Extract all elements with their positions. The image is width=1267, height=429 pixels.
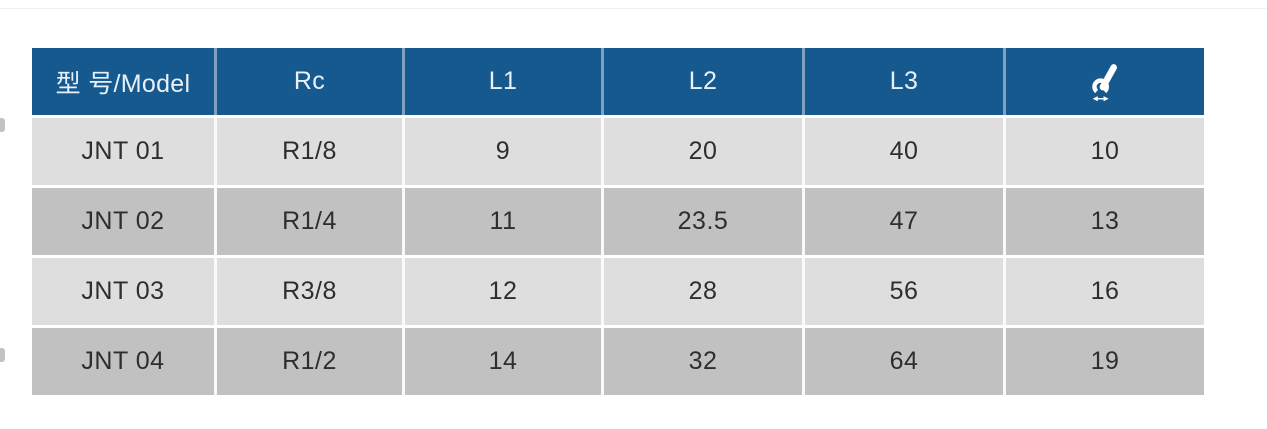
table-cell: JNT 02 (32, 188, 214, 255)
table-cell: R3/8 (217, 258, 402, 325)
table-cell: 20 (604, 118, 802, 185)
table-cell: 19 (1006, 328, 1204, 395)
table-row: JNT 01 R1/8 9 20 40 10 (32, 118, 1204, 185)
table-cell: R1/8 (217, 118, 402, 185)
header-cell-l2: L2 (604, 48, 802, 115)
table-cell: 14 (405, 328, 601, 395)
page-edge-line (0, 8, 1267, 9)
table-cell: 16 (1006, 258, 1204, 325)
table-cell: 32 (604, 328, 802, 395)
scan-artifact (0, 118, 5, 132)
header-cell-l3: L3 (805, 48, 1003, 115)
table-header-row: 型 号/Model Rc L1 L2 L3 (32, 48, 1204, 115)
table-row: JNT 03 R3/8 12 28 56 16 (32, 258, 1204, 325)
table-row: JNT 02 R1/4 11 23.5 47 13 (32, 188, 1204, 255)
table-body: JNT 01 R1/8 9 20 40 10 JNT 02 R1/4 11 23.5 47 13 JNT… (32, 118, 1204, 395)
table-cell: R1/4 (217, 188, 402, 255)
table-cell: JNT 01 (32, 118, 214, 185)
table-cell: 13 (1006, 188, 1204, 255)
header-cell-rc: Rc (217, 48, 402, 115)
table-cell: 40 (805, 118, 1003, 185)
table-cell: 23.5 (604, 188, 802, 255)
table-cell: 64 (805, 328, 1003, 395)
table-cell: 28 (604, 258, 802, 325)
header-cell-wrench (1006, 48, 1204, 115)
scan-artifact (0, 348, 5, 362)
table-cell: 12 (405, 258, 601, 325)
table-cell: JNT 04 (32, 328, 214, 395)
table-cell: 10 (1006, 118, 1204, 185)
table-cell: JNT 03 (32, 258, 214, 325)
table-cell: 9 (405, 118, 601, 185)
table-cell: R1/2 (217, 328, 402, 395)
table-cell: 47 (805, 188, 1003, 255)
table-cell: 11 (405, 188, 601, 255)
table-cell: 56 (805, 258, 1003, 325)
wrench-size-icon (1092, 63, 1117, 101)
header-cell-model: 型 号/Model (32, 48, 214, 115)
table-row: JNT 04 R1/2 14 32 64 19 (32, 328, 1204, 395)
header-cell-l1: L1 (405, 48, 601, 115)
spec-table: 型 号/Model Rc L1 L2 L3 JNT 01 R1/8 9 20 40 10 J… (32, 48, 1204, 395)
